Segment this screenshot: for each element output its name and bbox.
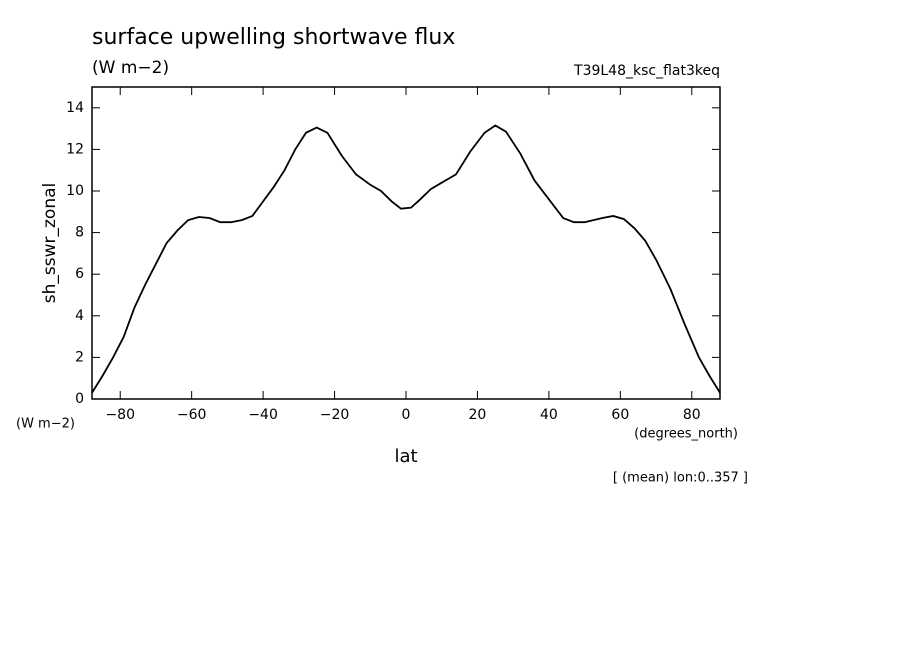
x-tick-label: −40 (248, 407, 278, 423)
y-tick-label: 0 (75, 391, 84, 407)
x-tick-label: 60 (611, 407, 629, 423)
footnote: [ (mean) lon:0..357 ] (613, 471, 748, 486)
x-tick-label: 40 (540, 407, 558, 423)
y-tick-label: 2 (75, 349, 84, 365)
x-units: (degrees_north) (634, 427, 738, 442)
plot-frame (91, 86, 721, 400)
y-units: (W m−2) (16, 417, 75, 432)
y-tick-label: 14 (66, 100, 84, 116)
y-axis-label: sh_sswr_zonal (40, 183, 60, 303)
data-line (91, 124, 721, 394)
x-axis-label: lat (394, 446, 417, 467)
chart-subtitle: (W m−2) (92, 58, 169, 78)
x-tick-label: −80 (105, 407, 135, 423)
x-tick-label: 80 (683, 407, 701, 423)
y-tick-label: 12 (66, 141, 84, 157)
y-tick-label: 4 (75, 308, 84, 324)
chart-title: surface upwelling shortwave flux (92, 25, 455, 50)
y-tick-label: 8 (75, 225, 84, 241)
y-tick-label: 10 (66, 183, 84, 199)
x-tick-label: −60 (177, 407, 207, 423)
x-tick-label: 20 (469, 407, 487, 423)
x-tick-label: 0 (402, 407, 411, 423)
y-tick-label: 6 (75, 266, 84, 282)
x-tick-label: −20 (320, 407, 350, 423)
run-label: T39L48_ksc_flat3keq (573, 63, 720, 79)
